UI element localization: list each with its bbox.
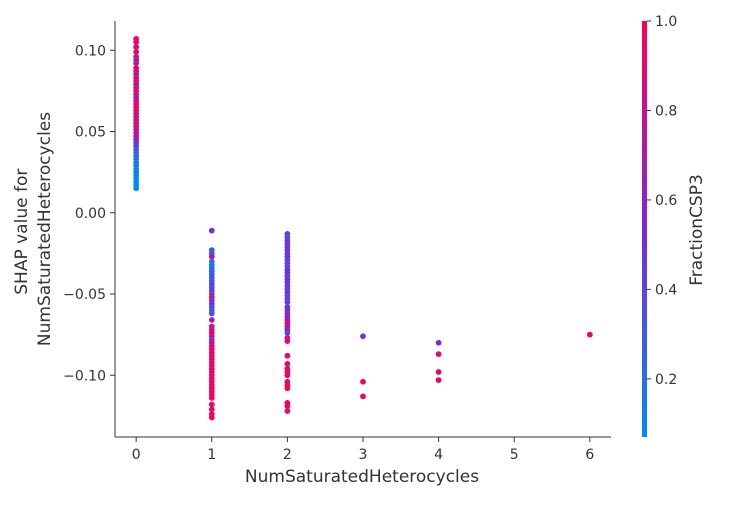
y-axis-label: SHAP value for NumSaturatedHeterocycles: [12, 112, 55, 346]
scatter-point: [360, 333, 366, 340]
y-tick-label: −0.05: [63, 287, 106, 303]
scatter-point: [208, 310, 215, 317]
x-tick-label: 3: [359, 447, 368, 463]
scatter-point: [284, 299, 291, 306]
scatter-point: [133, 48, 140, 55]
y-tick-label: −0.10: [63, 368, 106, 384]
colorbar-tick-label: 0.2: [655, 372, 677, 388]
scatter-point: [284, 338, 291, 345]
points-layer: [133, 35, 593, 421]
scatter-point: [284, 330, 291, 336]
scatter-point: [284, 372, 291, 379]
x-tick-label: 4: [434, 447, 443, 463]
colorbar-gradient: [642, 21, 647, 437]
colorbar: 0.2 0.4 0.6 0.8 1.0: [642, 14, 677, 437]
x-tick-label: 1: [207, 447, 216, 463]
scatter-point: [435, 351, 442, 358]
y-tick-label: 0.10: [75, 43, 106, 59]
scatter-point: [208, 401, 215, 408]
scatter-point: [133, 39, 140, 46]
x-tick-label: 0: [132, 447, 141, 463]
scatter-point: [208, 317, 215, 323]
scatter-point: [284, 360, 291, 367]
scatter-point: [435, 369, 442, 375]
scatter-point: [284, 385, 291, 392]
scatter-point: [208, 395, 215, 401]
scatter-point: [133, 44, 140, 50]
y-tick-label: 0.00: [75, 206, 106, 222]
scatter-point: [360, 378, 366, 385]
scatter-point: [208, 414, 215, 421]
scatter-point: [133, 60, 140, 67]
colorbar-tick-label: 0.4: [655, 282, 677, 298]
x-tick-label: 5: [510, 447, 519, 463]
x-tick-label: 2: [283, 447, 292, 463]
axes-layer: 0 1 2 3 4 5 6 −0.10 −0.05 0.00 0.05 0.10: [63, 21, 611, 463]
y-axis-label-line-2: NumSaturatedHeterocycles: [35, 112, 55, 346]
y-axis-label-line-1: SHAP value for: [12, 169, 32, 295]
scatter-point: [435, 377, 442, 384]
x-axis-label: NumSaturatedHeterocycles: [245, 467, 479, 487]
scatter-point: [360, 393, 366, 400]
scatter-point: [435, 339, 442, 346]
scatter-point: [284, 352, 291, 359]
y-tick-label: 0.05: [75, 125, 106, 141]
scatter-point: [133, 185, 140, 192]
colorbar-tick-label: 1.0: [655, 14, 677, 30]
colorbar-label: FractionCSP3: [687, 174, 707, 286]
scatter-point: [284, 403, 291, 410]
scatter-point: [208, 406, 215, 413]
scatter-point: [586, 331, 593, 338]
colorbar-tick-label: 0.6: [655, 193, 677, 209]
scatter-point: [208, 253, 215, 260]
x-tick-label: 6: [585, 447, 594, 463]
scatter-point: [208, 227, 215, 234]
scatter-point: [284, 408, 291, 414]
colorbar-tick-label: 0.8: [655, 103, 677, 119]
